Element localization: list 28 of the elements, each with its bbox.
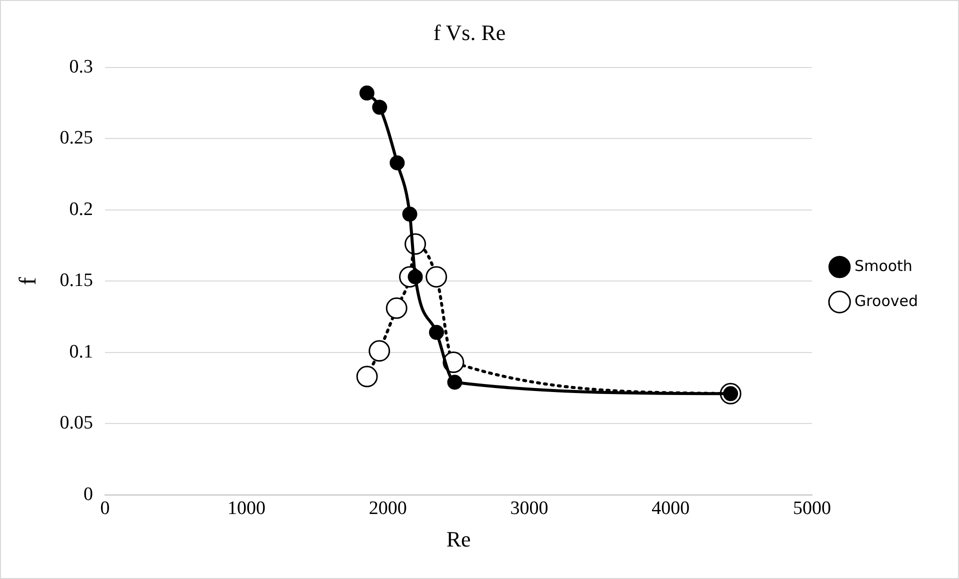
point: [390, 155, 405, 170]
point: [447, 374, 462, 390]
y-tick-label: 0.1: [69, 341, 94, 362]
point: [386, 297, 408, 319]
y-tick-label: 0: [84, 484, 94, 505]
x-tick-label: 4000: [652, 498, 690, 520]
point: [426, 266, 448, 288]
point: [356, 366, 378, 388]
x-tick-label: 1000: [227, 498, 266, 520]
legend-label: Smooth: [854, 256, 912, 275]
x-tick-label: 0: [100, 498, 110, 520]
chart-title: f Vs. Re: [433, 20, 506, 45]
y-axis-title: f: [16, 277, 42, 286]
point: [402, 206, 418, 222]
point: [428, 324, 444, 340]
legend-label: Grooved: [854, 292, 918, 310]
point: [372, 100, 388, 115]
y-tick-label: 0.15: [60, 270, 94, 292]
x-tick-label: 5000: [793, 498, 832, 520]
point: [359, 86, 374, 101]
y-tick-label: 0.3: [69, 56, 94, 78]
y-tick-label: 0.2: [69, 198, 94, 220]
x-tick-label: 2000: [368, 498, 407, 520]
point: [368, 340, 390, 362]
x-tick-label: 3000: [510, 498, 548, 520]
y-tick-label: 0.05: [60, 412, 94, 434]
y-tick-label: 0.25: [60, 128, 94, 149]
x-axis-title: Re: [446, 526, 471, 552]
